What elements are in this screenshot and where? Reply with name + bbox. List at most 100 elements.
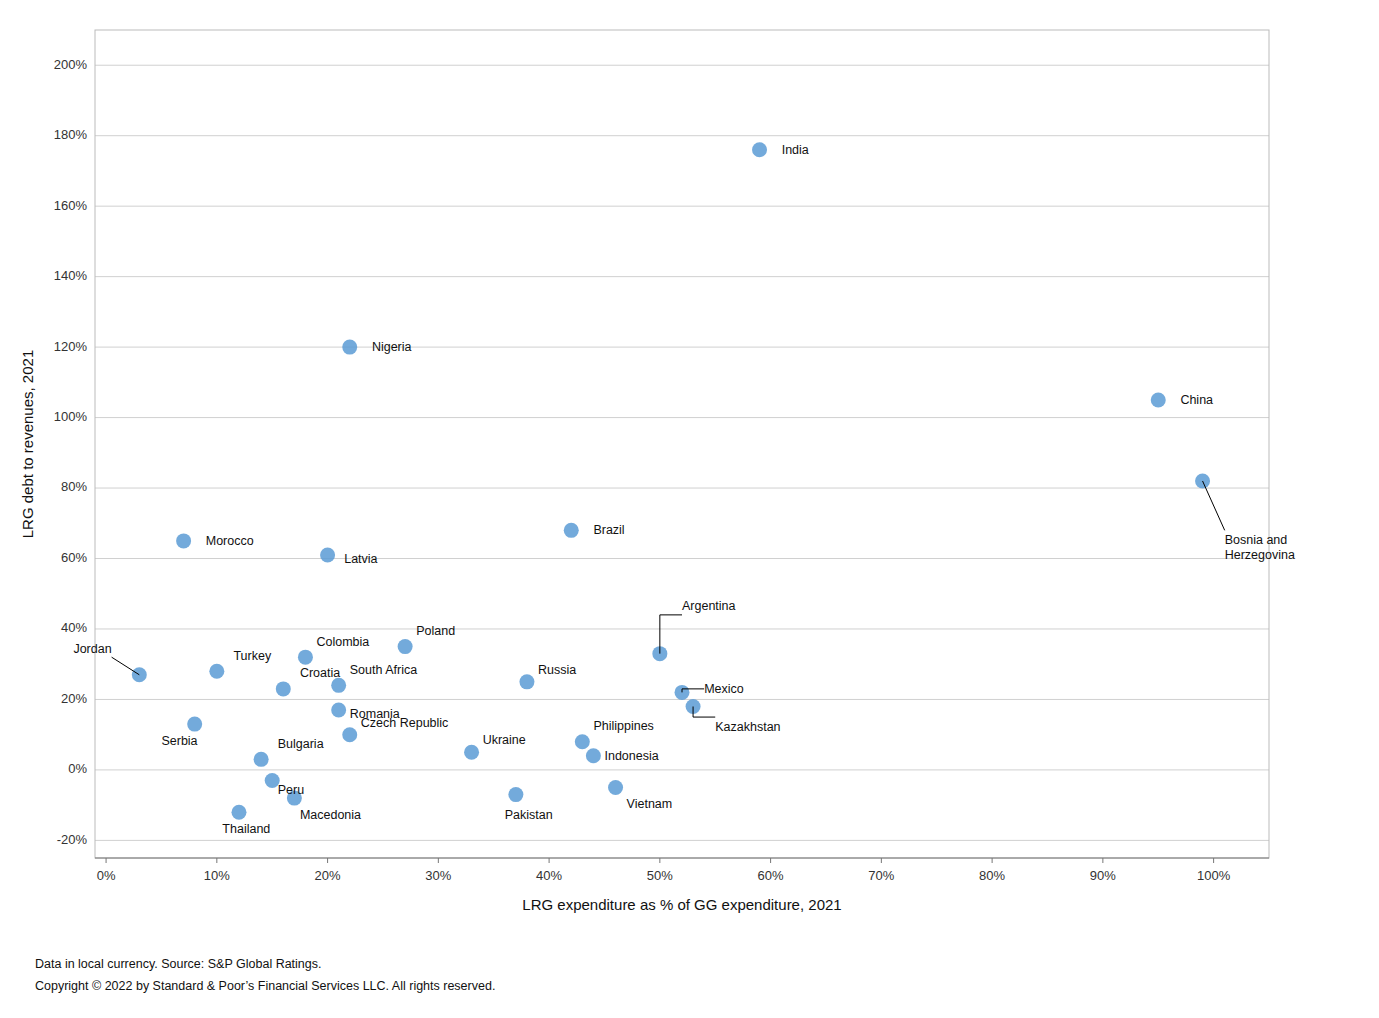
grid-line: [95, 488, 1269, 489]
point: [276, 681, 291, 696]
x-tick: [1213, 858, 1214, 863]
y-axis: -20%0%20%40%60%80%100%120%140%160%180%20…: [54, 57, 88, 847]
point-label: Argentina: [682, 599, 736, 613]
point-label: Mexico: [704, 682, 744, 696]
point-label: Thailand: [222, 822, 270, 836]
point-label: Nigeria: [372, 340, 412, 354]
point-label-line: Serbia: [161, 734, 197, 748]
x-tick: [770, 858, 771, 863]
leaders: [112, 481, 1225, 717]
point-label: China: [1180, 393, 1213, 407]
point-label: Serbia: [161, 734, 197, 748]
point-label: Pakistan: [505, 808, 553, 822]
point-label-line: Thailand: [222, 822, 270, 836]
leader-line: [693, 706, 715, 717]
point-label: Philippines: [593, 719, 653, 733]
point: [1151, 392, 1166, 407]
points: [132, 142, 1210, 819]
point: [608, 780, 623, 795]
leader-line: [1203, 481, 1225, 530]
point-label: Poland: [416, 624, 455, 638]
point-label-line: Mexico: [704, 682, 744, 696]
point: [508, 787, 523, 802]
point-label-line: Russia: [538, 663, 576, 677]
x-tick-label: 40%: [536, 868, 562, 883]
grid-line: [95, 840, 1269, 841]
x-axis: 0%10%20%30%40%50%60%70%80%90%100%: [97, 858, 1231, 883]
x-tick: [881, 858, 882, 863]
point-label: Colombia: [317, 635, 370, 649]
x-tick: [992, 858, 993, 863]
point-label-line: Czech Republic: [361, 716, 449, 730]
point: [254, 752, 269, 767]
point-label-line: Nigeria: [372, 340, 412, 354]
point-label-line: Vietnam: [627, 797, 673, 811]
point-label-line: Macedonia: [300, 808, 361, 822]
y-tick-label: 120%: [54, 339, 88, 354]
point: [586, 748, 601, 763]
x-tick-label: 90%: [1090, 868, 1116, 883]
leader-line: [112, 657, 140, 675]
point: [331, 703, 346, 718]
x-tick-label: 100%: [1197, 868, 1231, 883]
point-label-line: Poland: [416, 624, 455, 638]
point-labels: Jordan Morocco Serbia Turkey Thailand Bulgari…: [73, 143, 1295, 836]
point-label-line: Bosnia and: [1225, 533, 1288, 547]
x-tick-label: 10%: [204, 868, 230, 883]
chart: -20%0%20%40%60%80%100%120%140%160%180%20…: [0, 0, 1379, 1018]
point: [187, 717, 202, 732]
footnote: Copyright © 2022 by Standard & Poor’s Fi…: [35, 979, 495, 993]
point-label: Macedonia: [300, 808, 361, 822]
x-tick: [106, 858, 107, 863]
x-tick-label: 60%: [758, 868, 784, 883]
point-label-line: China: [1180, 393, 1213, 407]
point-label: Jordan: [73, 642, 111, 656]
x-axis-line: [95, 858, 1269, 859]
point-label: Bulgaria: [278, 737, 324, 751]
point-label-line: Kazakhstan: [715, 720, 780, 734]
x-axis-label: LRG expenditure as % of GG expenditure, …: [522, 896, 841, 913]
point-label-line: Croatia: [300, 666, 340, 680]
grid-line: [95, 417, 1269, 418]
y-tick-label: -20%: [57, 832, 88, 847]
point-label-line: India: [782, 143, 809, 157]
point-label: South Africa: [350, 663, 417, 677]
x-tick-label: 30%: [425, 868, 451, 883]
x-tick-label: 80%: [979, 868, 1005, 883]
y-axis-label: LRG debt to revenues, 2021: [19, 350, 36, 538]
point-label: Ukraine: [483, 733, 526, 747]
point: [398, 639, 413, 654]
leader-line: [660, 615, 682, 654]
x-tick-label: 70%: [868, 868, 894, 883]
point: [209, 664, 224, 679]
point-label-line: Morocco: [206, 534, 254, 548]
point: [564, 523, 579, 538]
x-tick-label: 0%: [97, 868, 116, 883]
point-label: Russia: [538, 663, 576, 677]
point-label-line: Jordan: [73, 642, 111, 656]
x-tick: [1102, 858, 1103, 863]
point-label-line: Peru: [278, 783, 304, 797]
point: [519, 674, 534, 689]
point: [342, 340, 357, 355]
point-label-line: Argentina: [682, 599, 736, 613]
y-tick-label: 160%: [54, 198, 88, 213]
y-tick-label: 140%: [54, 268, 88, 283]
point-label-line: Brazil: [593, 523, 624, 537]
x-tick: [438, 858, 439, 863]
x-tick: [327, 858, 328, 863]
y-tick-label: 200%: [54, 57, 88, 72]
footnote: Data in local currency. Source: S&P Glob…: [35, 957, 321, 971]
point-label-line: Indonesia: [604, 749, 658, 763]
grid-line: [95, 347, 1269, 348]
point: [342, 727, 357, 742]
point-label: Peru: [278, 783, 304, 797]
point-label-line: Turkey: [233, 649, 271, 663]
point-label-line: Philippines: [593, 719, 653, 733]
grid-line: [95, 65, 1269, 66]
point-label: Bosnia andHerzegovina: [1225, 533, 1295, 562]
point-label: Latvia: [344, 552, 377, 566]
point-label-line: Herzegovina: [1225, 548, 1295, 562]
point-label: India: [782, 143, 809, 157]
grid-line: [95, 135, 1269, 136]
